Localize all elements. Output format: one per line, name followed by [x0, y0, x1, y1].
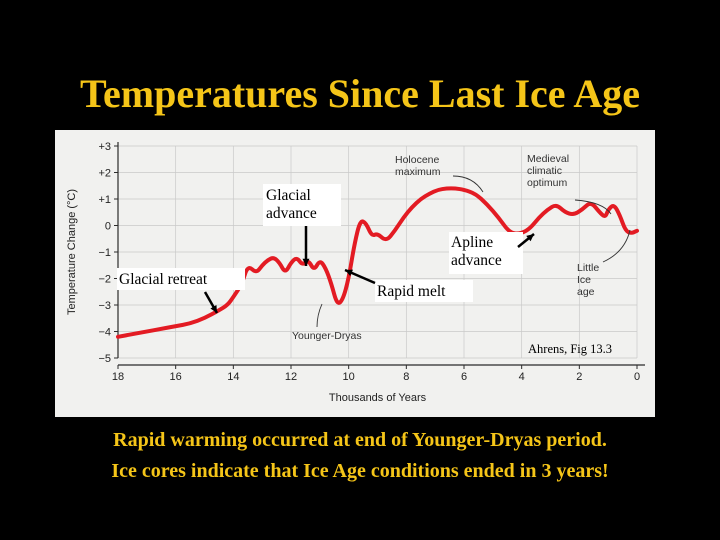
overlay-source-credit: Ahrens, Fig 13.3: [528, 342, 612, 356]
overlay-box: [375, 280, 473, 302]
leader-line: [574, 199, 612, 215]
figure-panel: +3 +2 +1 0 −1 −2 −3 −4 −5 18 16 14 12 10 8 6 4 2 0 Thousand…: [55, 130, 655, 417]
y-tick-label: +2: [98, 168, 111, 180]
label-younger-dryas: Younger-Dryas: [292, 330, 362, 342]
label-medieval-optimum: Medieval climatic optimum: [527, 153, 569, 189]
x-tick-label: 4: [519, 371, 525, 383]
y-tick-label: +1: [98, 194, 111, 206]
y-tick-label: 0: [105, 221, 111, 233]
slide-title: Temperatures Since Last Ice Age: [80, 71, 640, 116]
y-axis-label: Temperature Change (°C): [66, 189, 78, 315]
overlay-box: [263, 184, 341, 226]
caption: Rapid warming occurred at end of Younger…: [0, 425, 720, 487]
arrow-glacial-retreat-head: [210, 305, 217, 313]
x-tick-label: 2: [576, 371, 582, 383]
y-tick-label: −4: [98, 327, 111, 339]
x-tick-label: 18: [112, 371, 124, 383]
leader-line: [452, 175, 484, 193]
overlay-glacial-retreat: Glacial retreat: [119, 271, 208, 288]
x-tick-label: 14: [227, 371, 239, 383]
x-tick-label: 10: [343, 371, 355, 383]
x-tick-label: 8: [403, 371, 409, 383]
y-tick-label: −5: [98, 353, 111, 365]
x-tick-label: 6: [461, 371, 467, 383]
y-tick-label: −1: [98, 247, 111, 259]
caption-line: Ice cores indicate that Ice Age conditio…: [111, 460, 609, 482]
overlay-apline-advance: Apline advance: [451, 234, 502, 269]
arrow-rapid-melt-head: [345, 269, 353, 277]
x-tick-label: 16: [170, 371, 182, 383]
x-tick-label: 12: [285, 371, 297, 383]
y-tick-label: −3: [98, 300, 111, 312]
temperature-curve: [116, 186, 639, 339]
label-little-ice-age: Little Ice age: [577, 262, 599, 298]
y-tick-label: −2: [98, 274, 111, 286]
overlay-rapid-melt: Rapid melt: [377, 283, 446, 300]
arrow-glacial-advance-head: [302, 258, 310, 266]
overlay-box: [117, 268, 245, 290]
caption-line: Rapid warming occurred at end of Younger…: [113, 429, 607, 451]
overlay-glacial-advance: Glacial advance: [266, 187, 317, 222]
overlay-box: [449, 232, 523, 274]
temperature-chart: +3 +2 +1 0 −1 −2 −3 −4 −518 16 14 12 10 8 6 4 2 0 Thousand…: [66, 141, 645, 404]
arrow-apline-advance-head: [526, 234, 534, 242]
y-tick-label: +3: [98, 141, 111, 153]
leader-line: [316, 303, 323, 328]
x-axis-label: Thousands of Years: [329, 392, 427, 404]
label-holocene-maximum: Holocene maximum: [395, 154, 441, 178]
leader-line: [602, 229, 631, 263]
x-tick-label: 0: [634, 371, 640, 383]
